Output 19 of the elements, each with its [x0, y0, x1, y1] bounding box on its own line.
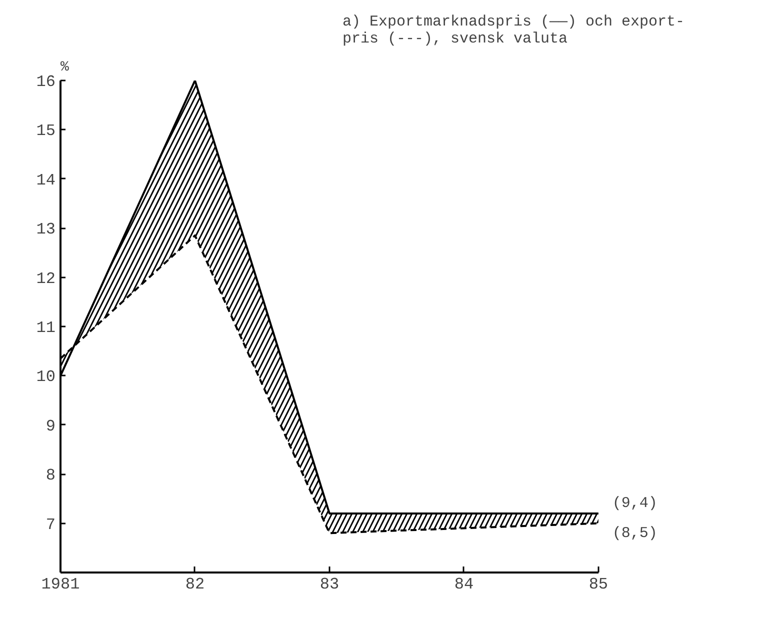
y-tick-label: 13 [36, 220, 56, 239]
x-tick-label: 1981 [41, 576, 80, 594]
y-tick-label: 15 [36, 122, 56, 140]
x-tick-label: 83 [320, 576, 340, 594]
y-tick-label: 14 [36, 171, 56, 190]
y-tick-label: 10 [36, 368, 56, 386]
y-tick-label: 12 [36, 270, 56, 288]
chart-title: a) Exportmarknadspris (——) och export- pris (---), svensk valuta [342, 14, 685, 48]
y-tick-label: 9 [46, 417, 56, 436]
annotation: (8,5) [612, 524, 658, 542]
x-tick-label: 84 [454, 576, 474, 594]
annotation: (9,4) [612, 494, 658, 512]
y-tick-label: 8 [46, 466, 56, 485]
x-tick-label: 85 [588, 576, 608, 594]
y-tick-label: 7 [46, 516, 56, 534]
y-axis-title: % [60, 60, 70, 76]
y-tick-label: 11 [36, 319, 56, 337]
y-tick-label: 16 [36, 73, 56, 91]
x-tick-label: 82 [185, 576, 205, 594]
